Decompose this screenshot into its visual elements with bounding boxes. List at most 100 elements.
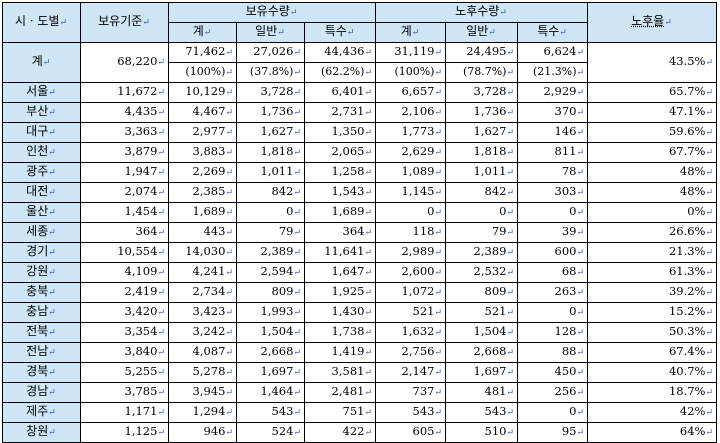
cell-standard: 10,554↵ [80, 242, 169, 263]
cell-holding-total: 5,278↵ [168, 362, 237, 383]
cell-aged-special: 0↵ [517, 402, 589, 423]
cell-standard: 11,672↵ [80, 82, 169, 103]
cell-aged-total: 1,089↵ [375, 162, 447, 183]
cell-aged-general: 1,627↵ [445, 122, 519, 143]
header-aged-total: 계↵ [375, 22, 447, 43]
cell-region: 충북↵ [2, 282, 81, 303]
cell-holding-special: 6,401↵ [303, 82, 377, 103]
cell-holding-total: 4,087↵ [168, 342, 237, 363]
cell-standard: 3,879↵ [80, 142, 169, 163]
cell-holding-total: 2,385↵ [168, 182, 237, 203]
pct-aged-special: (21.3%)↵ [517, 62, 589, 83]
cell-aged-general: 510↵ [445, 422, 519, 443]
cell-holding-special: 1,419↵ [303, 342, 377, 363]
cell-holding-special: 3,581↵ [303, 362, 377, 383]
total-standard: 68,220↵ [80, 42, 169, 83]
cell-holding-special: 11,641↵ [303, 242, 377, 263]
cell-region: 충남↵ [2, 302, 81, 323]
pct-holding-total: (100%)↵ [168, 62, 237, 83]
cell-standard: 1,454↵ [80, 202, 169, 223]
cell-aged-general: 2,668↵ [445, 342, 519, 363]
cell-aged-general: 1,818↵ [445, 142, 519, 163]
cell-aged-general: 1,736↵ [445, 102, 519, 123]
cell-holding-total: 3,945↵ [168, 382, 237, 403]
table-row: 대전↵ 2,074↵ 2,385↵ 842↵ 1,543↵ 1,145↵ 842↵ 303↵ 4… [2, 182, 718, 203]
cell-holding-general: 524↵ [236, 422, 305, 443]
cell-aged-general: 3,728↵ [445, 82, 519, 103]
cell-aged-special: 95↵ [517, 422, 589, 443]
header-holding-total: 계↵ [168, 22, 237, 43]
cell-aged-rate: 18.7%↵ [587, 382, 718, 403]
cell-region: 전남↵ [2, 342, 81, 363]
total-pct-row: (100%)↵ (37.8%)↵ (62.2%)↵ (100%)↵ (78.7%… [3, 62, 717, 83]
cell-region: 대구↵ [2, 122, 81, 143]
cell-holding-total: 10,129↵ [168, 82, 237, 103]
cell-holding-total: 14,030↵ [168, 242, 237, 263]
cell-holding-total: 3,423↵ [168, 302, 237, 323]
cell-aged-rate: 67.7%↵ [587, 142, 718, 163]
cell-aged-special: 256↵ [517, 382, 589, 403]
cell-holding-general: 842↵ [236, 182, 305, 203]
cell-holding-total: 2,269↵ [168, 162, 237, 183]
cell-holding-total: 2,977↵ [168, 122, 237, 143]
table-row: 창원↵ 1,125↵ 946↵ 524↵ 422↵ 605↵ 510↵ 95↵ 64%↵ [2, 422, 718, 443]
cell-holding-general: 2,389↵ [236, 242, 305, 263]
cell-standard: 3,420↵ [80, 302, 169, 323]
cell-holding-general: 543↵ [236, 402, 305, 423]
table-row: 강원↵ 4,109↵ 4,241↵ 2,594↵ 1,647↵ 2,600↵ 2,532↵ 6… [2, 262, 718, 283]
pct-aged-total: (100%)↵ [375, 62, 447, 83]
table-row: 광주↵ 1,947↵ 2,269↵ 1,011↵ 1,258↵ 1,089↵ 1,011↵ 7… [2, 162, 718, 183]
cell-holding-special: 2,731↵ [303, 102, 377, 123]
cell-standard: 3,363↵ [80, 122, 169, 143]
header-aged-general: 일반↵ [445, 22, 519, 43]
cell-holding-special: 1,543↵ [303, 182, 377, 203]
total-aged-rate: 43.5%↵ [587, 42, 718, 83]
total-aged-total: 31,119↵ [375, 42, 447, 63]
cell-holding-general: 3,728↵ [236, 82, 305, 103]
header-aged: 노후수량↵ [375, 2, 589, 23]
cell-aged-special: 128↵ [517, 322, 589, 343]
cell-holding-general: 0↵ [236, 202, 305, 223]
cell-region: 서울↵ [2, 82, 81, 103]
cell-region: 세종↵ [2, 222, 81, 243]
header-row-2: 계↵ 일반↵ 특수↵ 계↵ 일반↵ 특수↵ [3, 22, 717, 43]
cell-aged-rate: 61.3%↵ [587, 262, 718, 283]
table-row: 충남↵ 3,420↵ 3,423↵ 1,993↵ 1,430↵ 521↵ 521↵ 0↵ 15.… [2, 302, 718, 323]
cell-aged-special: 0↵ [517, 302, 589, 323]
cell-holding-total: 2,734↵ [168, 282, 237, 303]
cell-holding-total: 1,294↵ [168, 402, 237, 423]
cell-standard: 2,074↵ [80, 182, 169, 203]
cell-aged-special: 39↵ [517, 222, 589, 243]
cell-aged-rate: 42%↵ [587, 402, 718, 423]
cell-aged-rate: 59.6%↵ [587, 122, 718, 143]
cell-aged-special: 146↵ [517, 122, 589, 143]
table-row: 부산↵ 4,435↵ 4,467↵ 1,736↵ 2,731↵ 2,106↵ 1,736↵ 3… [2, 102, 718, 123]
cell-aged-rate: 39.2%↵ [587, 282, 718, 303]
cell-region: 울산↵ [2, 202, 81, 223]
cell-aged-total: 2,106↵ [375, 102, 447, 123]
cell-aged-rate: 50.3%↵ [587, 322, 718, 343]
cell-aged-total: 6,657↵ [375, 82, 447, 103]
cell-aged-general: 2,532↵ [445, 262, 519, 283]
header-holding: 보유수량↵ [167, 2, 377, 23]
cell-holding-special: 1,350↵ [303, 122, 377, 143]
cell-aged-total: 2,629↵ [375, 142, 447, 163]
cell-aged-total: 737↵ [375, 382, 447, 403]
cell-standard: 2,419↵ [80, 282, 169, 303]
cell-aged-rate: 48%↵ [587, 162, 718, 183]
cell-aged-total: 118↵ [375, 222, 447, 243]
table-row: 전남↵ 3,840↵ 4,087↵ 2,668↵ 1,419↵ 2,756↵ 2,668↵ 8… [2, 342, 718, 363]
cell-region: 제주↵ [2, 402, 81, 423]
table-row: 울산↵ 1,454↵ 1,689↵ 0↵ 1,689↵ 0↵ 0↵ 0↵ 0%↵ [2, 202, 718, 223]
cell-aged-rate: 15.2%↵ [587, 302, 718, 323]
total-aged-general: 24,495↵ [445, 42, 519, 63]
cell-standard: 4,109↵ [80, 262, 169, 283]
cell-holding-special: 1,689↵ [303, 202, 377, 223]
table-row: 서울↵ 11,672↵ 10,129↵ 3,728↵ 6,401↵ 6,657↵ 3,728… [2, 82, 718, 103]
total-holding-total: 71,462↵ [168, 42, 237, 63]
cell-aged-rate: 65.7%↵ [587, 82, 718, 103]
cell-region: 경남↵ [2, 382, 81, 403]
cell-aged-special: 0↵ [517, 202, 589, 223]
cell-region: 강원↵ [2, 262, 81, 283]
cell-holding-total: 4,467↵ [168, 102, 237, 123]
